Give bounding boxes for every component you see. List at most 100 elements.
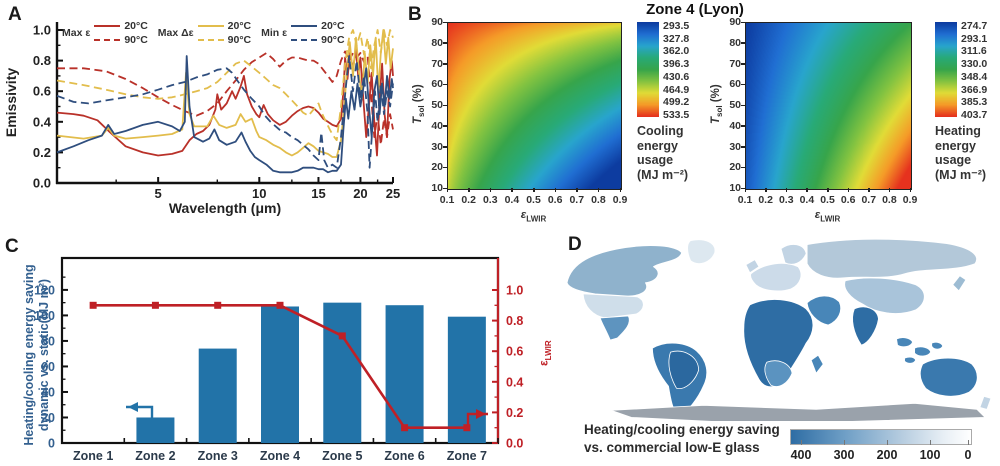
map-region-indonesia [914, 346, 932, 357]
legend-group-0: Max ε 20°C 90°C [62, 20, 148, 46]
line-marker [401, 424, 409, 432]
map-region-india [852, 306, 879, 346]
bar-Zone 6 [385, 305, 424, 443]
heatmap-ytick-mark [443, 146, 447, 148]
emissivity-line-chart: 5 10 15 20 25 0.0 0.2 0.4 0.6 0.8 1.0 Wavelength (μ… [3, 22, 400, 216]
legend-group-name: Max ε [62, 27, 91, 39]
tick-label: 80 [41, 334, 55, 348]
right-arrow-head [476, 409, 486, 419]
colorbar-caption: Cooling energy usage (MJ m⁻²) [637, 124, 707, 182]
heatmap-xtick: 0.9 [612, 194, 628, 206]
heatmap-x-axis-label: εLWIR [520, 209, 547, 224]
map-region-scandinavia [780, 244, 807, 265]
tick-label: 100 [34, 309, 55, 323]
tick-label: 120 [34, 283, 55, 297]
legend-row: 90°C [197, 34, 251, 46]
map-region-philippines [931, 341, 944, 350]
heatmap-xtick-mark [576, 188, 578, 192]
tick-label: 5 [155, 186, 162, 201]
tick-label: 25 [386, 186, 400, 201]
legend-row: 20°C [94, 20, 148, 32]
tick-label: 1.0 [33, 23, 51, 38]
heatmap-ytick-mark [443, 104, 447, 106]
bar-Zone 5 [323, 302, 362, 443]
panel-b-title: Zone 4 (Lyon) [646, 1, 744, 18]
tick-label: 0.0 [506, 437, 523, 451]
series-Min ε 20°C [56, 55, 394, 174]
heatmap-xtick-mark [446, 188, 448, 192]
heatmap-xtick: 0.1 [439, 194, 455, 206]
tick-label: 20 [353, 186, 367, 201]
heatmap-ytick-mark [741, 166, 745, 169]
bar-Zone 4 [261, 306, 299, 443]
map-region-europe [750, 262, 802, 292]
legend-temp-label: 90°C [124, 34, 148, 46]
heatmap-xtick-mark [511, 188, 513, 192]
tick-label: Zone 1 [73, 449, 113, 463]
heatmap-ytick: 40 [431, 119, 443, 132]
legend-rows: 20°C 90°C [197, 20, 252, 46]
tick-label: 0.6 [506, 345, 523, 359]
heatmap-ytick: 60 [729, 78, 741, 91]
tick-label: 15 [311, 186, 325, 201]
tick-label: 0.0 [33, 176, 51, 191]
line-marker [89, 301, 97, 309]
tick-label: 0.4 [506, 375, 523, 389]
map-colorbar-tick-mark [801, 440, 802, 445]
map-region-antarctica [610, 402, 986, 422]
lwir-subscript: LWIR [544, 340, 554, 361]
legend-temp-label: 20°C [227, 20, 252, 32]
panel-b-label: B [408, 4, 422, 25]
legend-row: 20°C [291, 20, 345, 32]
tick-label: 60 [41, 360, 55, 374]
heatmap-y-axis-label: Tsol (%) [709, 84, 725, 124]
heatmap-xtick: 0.6 [547, 194, 563, 206]
heatmap-xtick: 0.5 [820, 194, 835, 206]
colorbar-tick: 533.5 [663, 108, 690, 121]
heatmap-xtick-mark [597, 188, 600, 192]
heatmap-ytick: 20 [729, 161, 741, 174]
colorbar-tick: 293.5 [663, 20, 690, 32]
colorbar-caption-line: Heating [935, 124, 981, 138]
heatmap-ytick-mark [741, 21, 745, 23]
tick-label: Zone 2 [135, 449, 175, 463]
heatmap-ytick: 80 [729, 36, 741, 49]
colorbar-tick: 274.7 [961, 20, 988, 32]
colorbar-caption-line: energy [637, 138, 678, 153]
legend-group-2: Min ε 20°C 90°C [261, 20, 344, 46]
heatmap-xtick: 0.3 [482, 194, 498, 206]
left-arrow-line [126, 405, 154, 418]
heatmap-xtick-mark [888, 188, 891, 192]
colorbar-tick: 293.1 [961, 32, 988, 45]
heatmap-ytick: 20 [431, 161, 443, 174]
legend-line-sample [94, 39, 121, 41]
colorbar-tick: 396.3 [663, 58, 690, 71]
heatmap-ytick: 50 [729, 99, 741, 111]
line-marker [214, 301, 222, 309]
heatmap-y-axis-label: Tsol (%) [411, 84, 427, 124]
heatmap-ytick-mark [741, 83, 745, 86]
heatmap-ytick: 70 [431, 57, 443, 70]
heatmap-ytick-mark [443, 83, 447, 86]
map-region-new-zealand [979, 395, 992, 410]
cooling-heatmap [447, 22, 622, 190]
legend-rows: 20°C 90°C [291, 20, 345, 46]
heatmap-ytick: 40 [729, 119, 741, 132]
tick-label: 0 [48, 437, 55, 451]
cooling-colorbar [637, 22, 659, 117]
map-colorbar-tick-mark [968, 440, 969, 445]
heatmap-xtick: 0.4 [799, 194, 815, 206]
legend-line-sample [291, 25, 318, 27]
heatmap-ytick: 30 [431, 140, 443, 153]
heatmap-ytick-mark [741, 125, 745, 127]
heatmap-ytick-mark [443, 187, 447, 189]
heatmap-xtick-mark [806, 188, 808, 192]
map-colorbar-tick-label: 100 [919, 448, 941, 462]
line-marker [338, 332, 346, 340]
map-colorbar-tick-mark [844, 440, 845, 445]
tick-label: 1.0 [506, 284, 523, 298]
heatmap-x-axis-label: εLWIR [814, 209, 841, 224]
legend-group-name: Min ε [261, 27, 288, 39]
colorbar-tick: 464.9 [663, 83, 690, 96]
colorbar-caption-line: (MJ m⁻²) [637, 167, 689, 182]
